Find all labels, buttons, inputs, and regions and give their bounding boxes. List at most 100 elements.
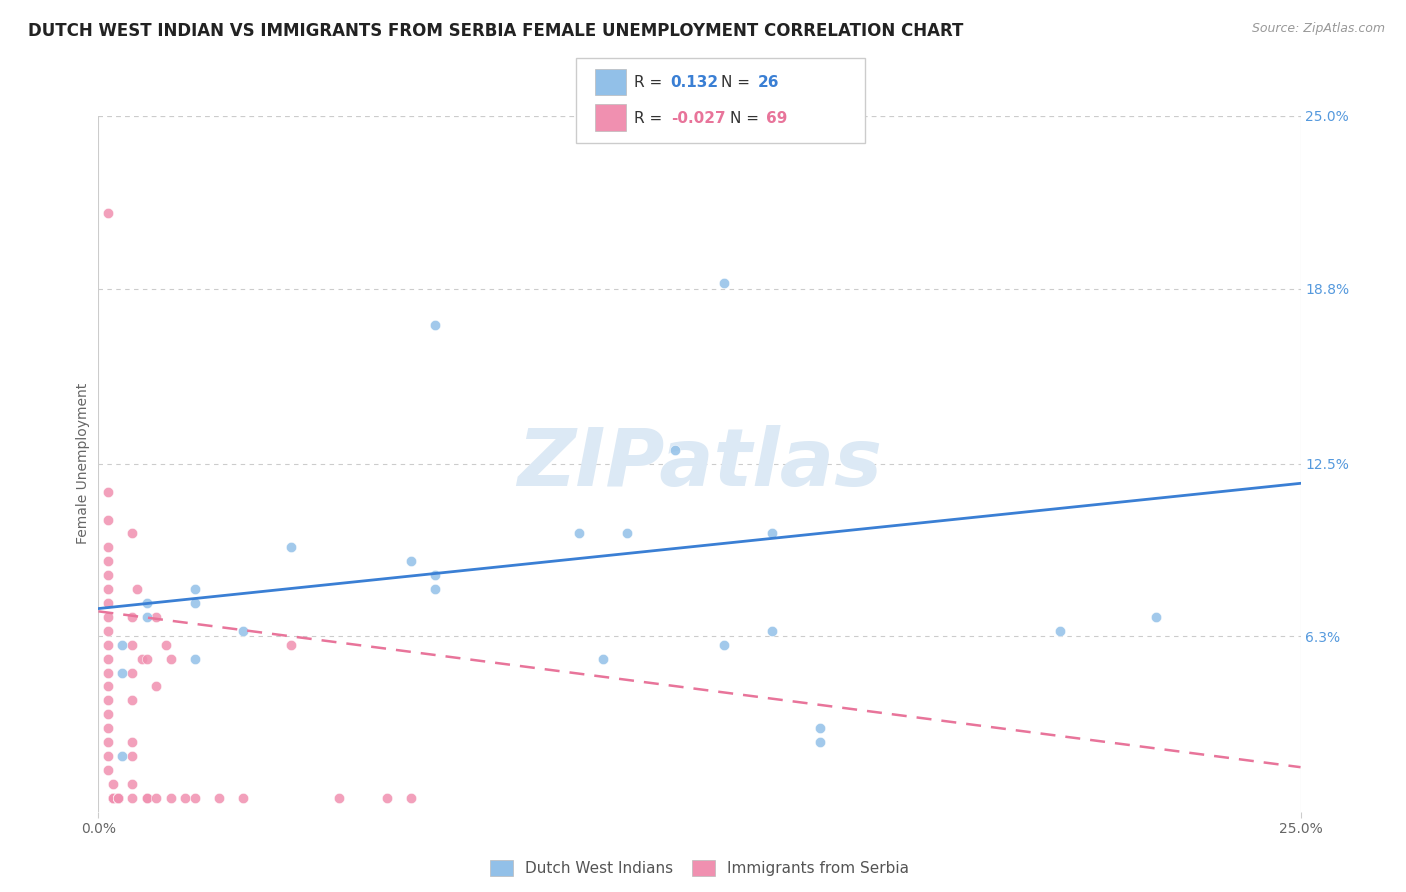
Point	[808, 721, 831, 735]
Point	[97, 763, 120, 777]
Point	[135, 596, 157, 610]
Legend: Dutch West Indians, Immigrants from Serbia: Dutch West Indians, Immigrants from Serb…	[482, 853, 917, 884]
Point	[399, 554, 422, 568]
Point	[97, 693, 120, 707]
Point	[97, 512, 120, 526]
Text: R =: R =	[634, 75, 668, 90]
Point	[280, 638, 302, 652]
Point	[97, 665, 120, 680]
Point	[101, 777, 124, 791]
Point	[232, 624, 254, 638]
Point	[101, 790, 124, 805]
Point	[97, 707, 120, 722]
Point	[125, 582, 148, 596]
Point	[423, 318, 446, 332]
Point	[121, 610, 143, 624]
Point	[97, 206, 120, 220]
Point	[713, 276, 735, 290]
Point	[111, 749, 134, 764]
Point	[1049, 624, 1071, 638]
Point	[101, 790, 124, 805]
Point	[131, 651, 153, 665]
Point	[101, 790, 124, 805]
Point	[107, 790, 129, 805]
Point	[121, 777, 143, 791]
Point	[101, 790, 124, 805]
Point	[121, 526, 143, 541]
Text: N =: N =	[730, 111, 763, 126]
Text: R =: R =	[634, 111, 668, 126]
Text: 0.132: 0.132	[671, 75, 718, 90]
Point	[713, 638, 735, 652]
Point	[423, 568, 446, 582]
Point	[107, 790, 129, 805]
Point	[97, 582, 120, 596]
Point	[121, 665, 143, 680]
Point	[232, 790, 254, 805]
Point	[97, 554, 120, 568]
Point	[101, 790, 124, 805]
Point	[135, 790, 157, 805]
Point	[97, 610, 120, 624]
Point	[101, 790, 124, 805]
Point	[101, 790, 124, 805]
Point	[107, 790, 129, 805]
Point	[101, 790, 124, 805]
Point	[135, 651, 157, 665]
Point	[423, 582, 446, 596]
Point	[107, 790, 129, 805]
Point	[121, 693, 143, 707]
Point	[145, 680, 167, 694]
Point	[111, 665, 134, 680]
Point	[183, 582, 205, 596]
Point	[399, 790, 422, 805]
Point	[664, 442, 686, 457]
Point	[761, 526, 783, 541]
Point	[101, 790, 124, 805]
Point	[183, 651, 205, 665]
Point	[568, 526, 591, 541]
Point	[111, 638, 134, 652]
Point	[101, 790, 124, 805]
Point	[1144, 610, 1167, 624]
Point	[135, 610, 157, 624]
Point	[101, 790, 124, 805]
Point	[808, 735, 831, 749]
Point	[121, 749, 143, 764]
Point	[155, 638, 177, 652]
Point	[159, 790, 181, 805]
Point	[135, 790, 157, 805]
Point	[101, 790, 124, 805]
Point	[174, 790, 197, 805]
Point	[121, 790, 143, 805]
Point	[97, 624, 120, 638]
Point	[280, 541, 302, 555]
Text: -0.027: -0.027	[671, 111, 725, 126]
Point	[375, 790, 398, 805]
Point	[101, 790, 124, 805]
Point	[761, 624, 783, 638]
Point	[328, 790, 350, 805]
Point	[208, 790, 231, 805]
Point	[183, 596, 205, 610]
Point	[97, 596, 120, 610]
Point	[97, 651, 120, 665]
Y-axis label: Female Unemployment: Female Unemployment	[76, 384, 90, 544]
Point	[159, 651, 181, 665]
Point	[592, 651, 614, 665]
Point	[616, 526, 638, 541]
Text: 69: 69	[766, 111, 787, 126]
Point	[107, 790, 129, 805]
Point	[97, 749, 120, 764]
Point	[145, 790, 167, 805]
Point	[121, 735, 143, 749]
Point	[121, 638, 143, 652]
Point	[183, 790, 205, 805]
Text: Source: ZipAtlas.com: Source: ZipAtlas.com	[1251, 22, 1385, 36]
Point	[101, 790, 124, 805]
Point	[97, 638, 120, 652]
Text: N =: N =	[721, 75, 755, 90]
Point	[97, 541, 120, 555]
Point	[107, 790, 129, 805]
Point	[97, 721, 120, 735]
